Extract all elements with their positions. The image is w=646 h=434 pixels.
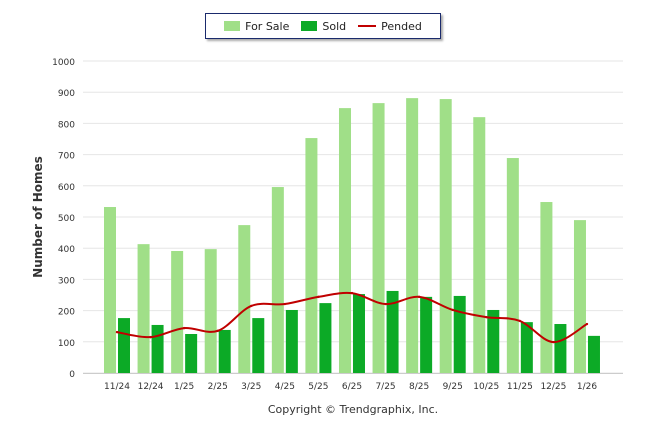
x-tick-label: 11/25 xyxy=(507,382,533,392)
for-sale-bar xyxy=(406,98,419,374)
pended-point xyxy=(350,291,354,295)
pended-point xyxy=(115,330,119,334)
y-tick-label: 1000 xyxy=(52,58,75,68)
footer-copyright: Copyright © Trendgraphix, Inc. xyxy=(268,403,438,416)
y-tick-label: 100 xyxy=(58,339,75,349)
x-tick-label: 5/25 xyxy=(308,382,328,392)
sold-bar xyxy=(252,318,265,373)
for-sale-bar xyxy=(204,249,217,373)
y-tick-label: 600 xyxy=(58,183,75,193)
for-sale-bar xyxy=(372,103,385,374)
sold-bar xyxy=(218,329,231,373)
pended-swatch xyxy=(358,25,377,27)
x-tick-label: 11/24 xyxy=(104,382,130,392)
sold-bar xyxy=(386,290,399,373)
x-tick-label: 6/25 xyxy=(342,382,362,392)
pended-point xyxy=(585,322,589,326)
x-tick-label: 7/25 xyxy=(375,382,395,392)
for-sale-bar xyxy=(171,251,184,373)
x-tick-label: 12/25 xyxy=(540,382,566,392)
sold-bar xyxy=(487,309,500,373)
for-sale-bar xyxy=(271,187,284,373)
sold-bar xyxy=(151,324,164,373)
x-tick-label: 10/25 xyxy=(473,382,499,392)
pended-point xyxy=(552,340,555,344)
for-sale-bar xyxy=(540,202,553,373)
y-tick-label: 900 xyxy=(58,89,75,99)
for-sale-bar xyxy=(104,207,116,373)
for-sale-swatch xyxy=(224,21,241,31)
x-tick-label: 1/26 xyxy=(577,382,597,392)
pended-point xyxy=(417,295,421,299)
pended-point xyxy=(283,302,287,306)
for-sale-bar xyxy=(439,99,452,374)
pended-point xyxy=(518,319,522,323)
sold-bar xyxy=(420,296,433,373)
legend-item-for-sale[interactable]: For Sale xyxy=(224,20,289,33)
y-tick-label: 400 xyxy=(58,245,75,255)
sold-bar xyxy=(520,322,533,373)
legend-item-pended[interactable]: Pended xyxy=(358,20,422,33)
legend: For Sale Sold Pended xyxy=(205,13,441,39)
for-sale-bar xyxy=(473,117,486,373)
sold-bar xyxy=(453,295,466,373)
sold-bar xyxy=(587,335,600,373)
x-tick-label: 4/25 xyxy=(275,382,295,392)
y-tick-label: 0 xyxy=(69,370,75,380)
for-sale-bar xyxy=(506,158,519,373)
pended-point xyxy=(182,326,186,330)
sold-bar xyxy=(352,294,365,373)
y-tick-label: 300 xyxy=(58,276,75,286)
sold-bar xyxy=(118,318,130,373)
y-axis-label: Number of Homes xyxy=(31,156,45,278)
pended-point xyxy=(250,304,253,308)
sold-swatch xyxy=(301,21,318,31)
x-tick-label: 2/25 xyxy=(208,382,228,392)
for-sale-bar xyxy=(137,244,150,373)
legend-label: Pended xyxy=(381,19,422,33)
x-tick-label: 3/25 xyxy=(241,382,261,392)
pended-point xyxy=(216,329,219,333)
pended-point xyxy=(451,308,454,312)
legend-item-sold[interactable]: Sold xyxy=(301,20,346,33)
sold-bar xyxy=(185,334,198,373)
y-tick-label: 500 xyxy=(58,214,75,224)
x-tick-label: 1/25 xyxy=(174,382,194,392)
x-tick-label: 12/24 xyxy=(138,382,164,392)
for-sale-bar xyxy=(238,225,251,373)
legend-label: For Sale xyxy=(245,19,290,33)
pended-point xyxy=(384,302,387,306)
pended-point xyxy=(317,295,320,299)
sold-bar xyxy=(319,303,332,373)
y-tick-label: 800 xyxy=(58,120,75,130)
x-tick-label: 8/25 xyxy=(409,382,429,392)
pended-point xyxy=(485,315,488,319)
legend-label: Sold xyxy=(322,19,347,33)
y-tick-label: 200 xyxy=(58,308,75,318)
for-sale-bar xyxy=(573,220,586,373)
y-tick-label: 700 xyxy=(58,152,75,162)
pended-point xyxy=(149,335,152,339)
sold-bar xyxy=(554,324,567,373)
sold-bar xyxy=(285,309,298,373)
x-tick-label: 9/25 xyxy=(443,382,463,392)
for-sale-bar xyxy=(305,138,318,373)
for-sale-bar xyxy=(338,108,351,373)
